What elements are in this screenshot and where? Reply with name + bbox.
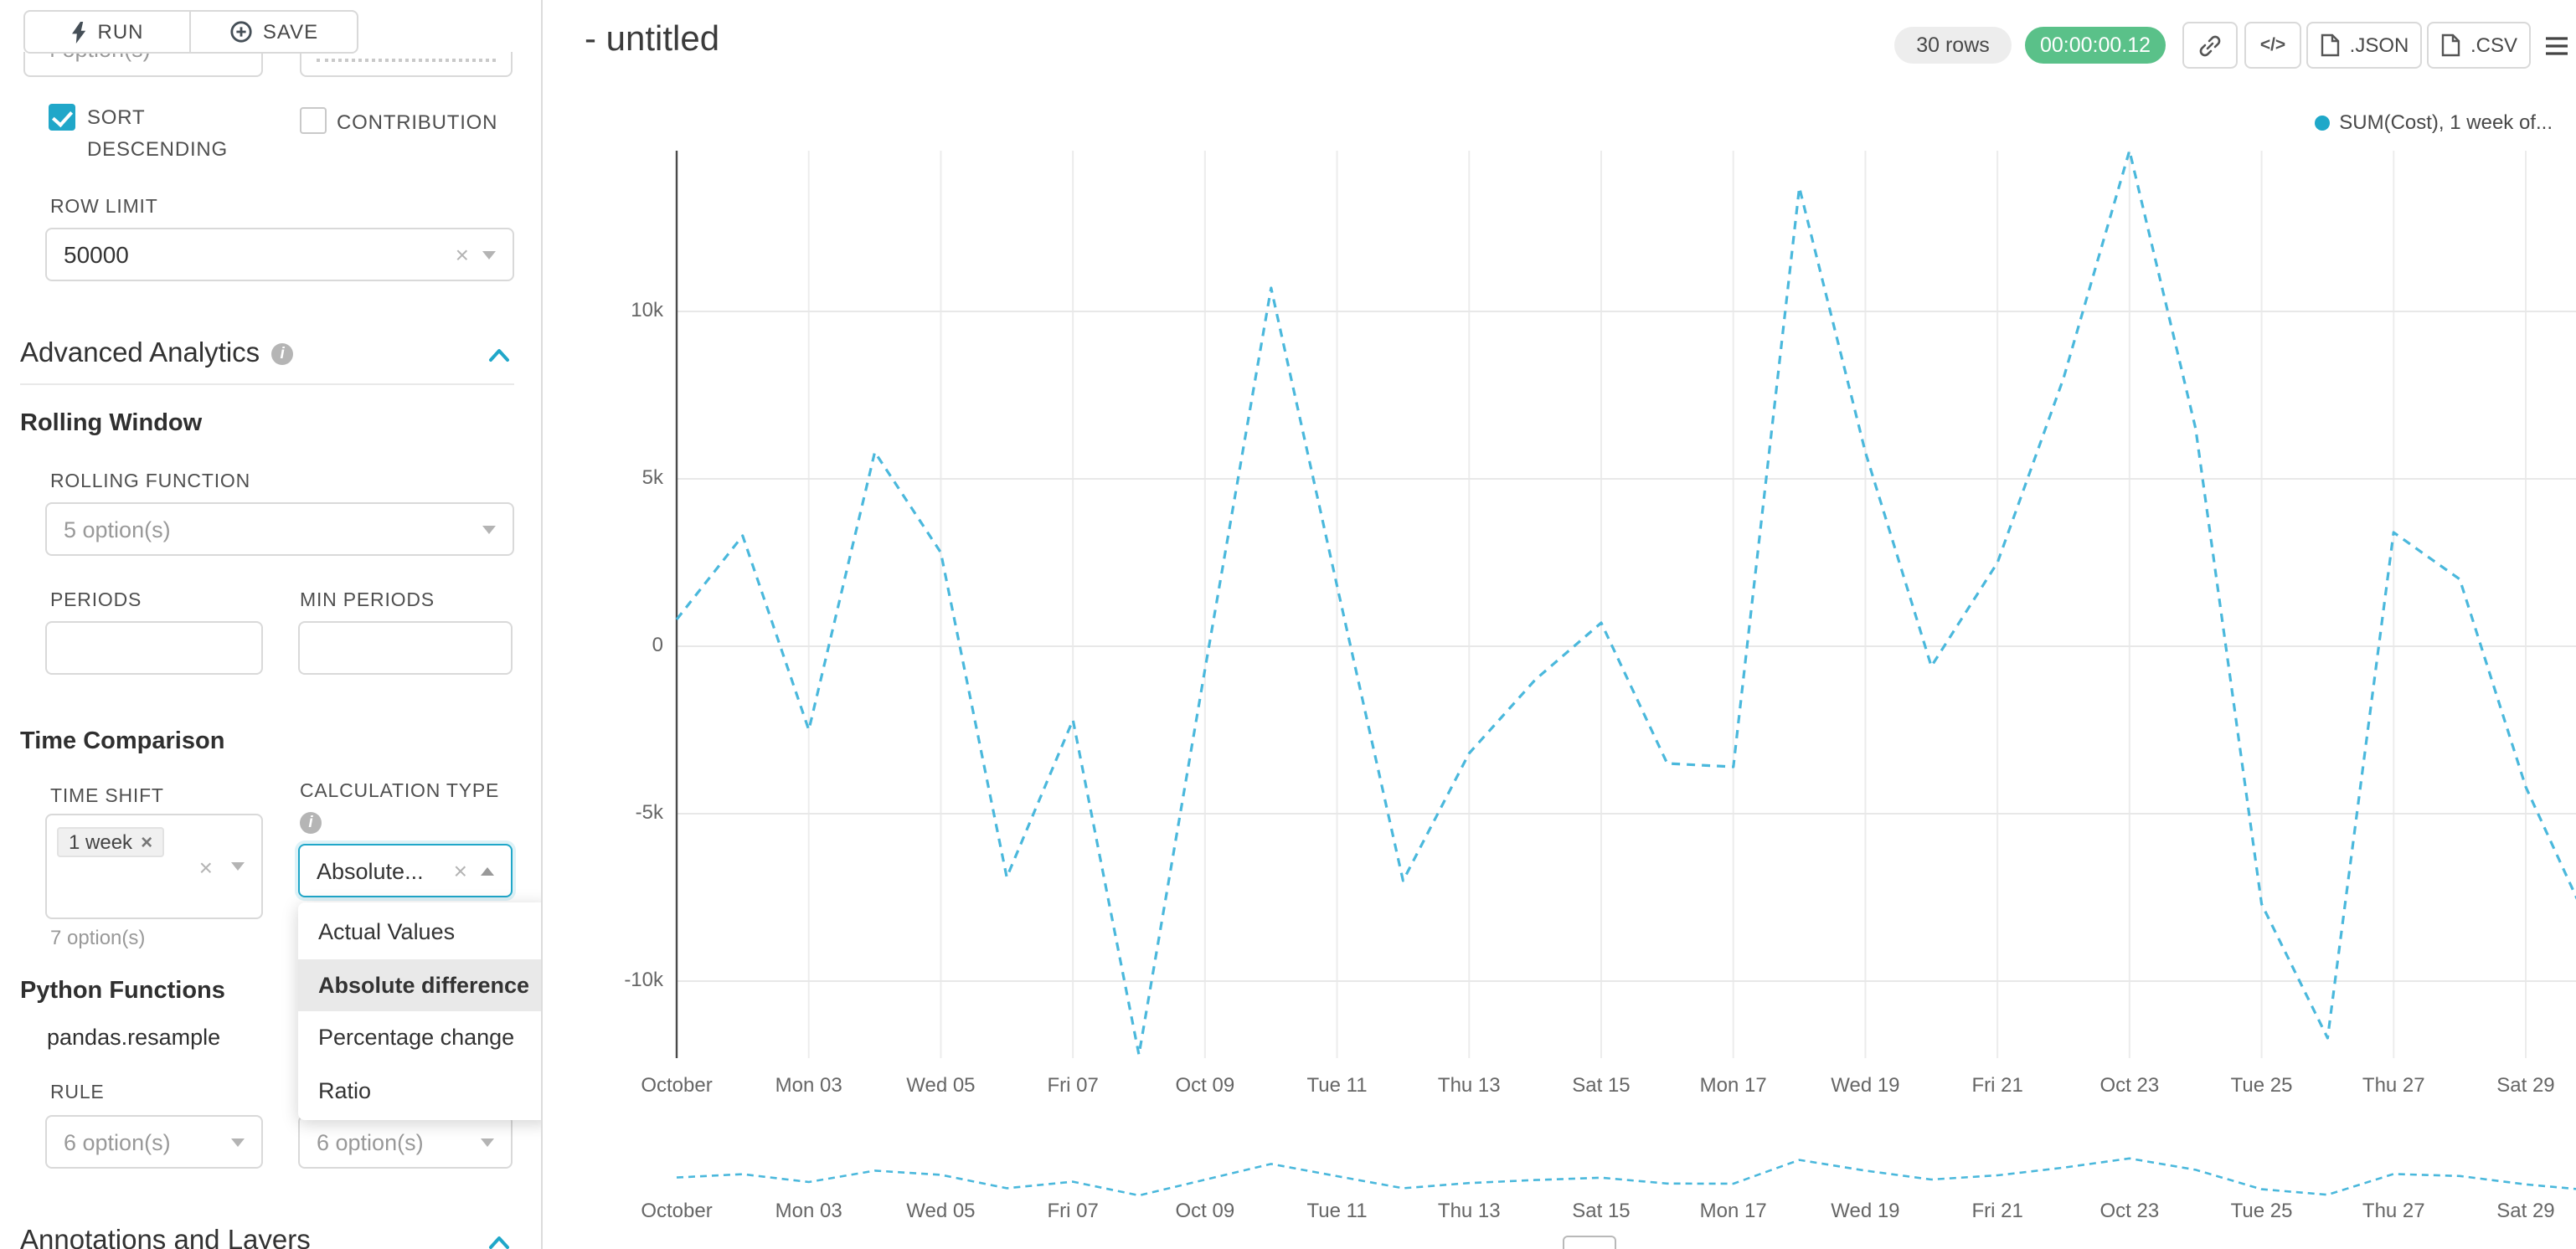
min-periods-label: MIN PERIODS (300, 591, 435, 611)
chart-canvas[interactable] (543, 0, 2576, 1249)
rule-select[interactable]: 6 option(s) (45, 1115, 263, 1169)
calculation-type-dropdown: Actual Values Absolute difference Percenta… (298, 902, 541, 1120)
row-count-badge: 30 rows (1894, 27, 2012, 64)
rolling-function-select[interactable]: 5 option(s) (45, 502, 514, 556)
time-shift-tag: 1 week × (57, 827, 165, 857)
caret-down-icon (482, 250, 496, 259)
periods-label: PERIODS (50, 591, 142, 611)
dotted-placeholder (317, 59, 496, 62)
clear-icon[interactable]: × (453, 857, 467, 884)
dropdown-option-absolute-difference[interactable]: Absolute difference (298, 959, 541, 1011)
collapse-chevron-icon[interactable] (487, 1234, 511, 1249)
caret-up-icon (481, 866, 494, 875)
python-function-name: pandas.resample (47, 1025, 221, 1050)
contribution-checkbox[interactable] (300, 107, 327, 134)
min-periods-input[interactable] (298, 621, 513, 675)
rolling-function-label: ROLLING FUNCTION (50, 472, 250, 492)
info-icon: i (271, 343, 294, 365)
sort-descending-checkbox[interactable] (49, 104, 75, 131)
advanced-analytics-title: Advanced Analytics (20, 338, 260, 368)
link-icon (2199, 34, 2221, 56)
timer-badge: 00:00:00.12 (2025, 27, 2166, 64)
calculation-type-select[interactable]: Absolute... × (298, 844, 513, 897)
export-csv-button[interactable]: .CSV (2427, 22, 2531, 69)
chart-area: - untitled 30 rows 00:00:00.12 </> .JSON… (543, 0, 2576, 1249)
tag-remove-icon[interactable]: × (141, 830, 153, 854)
caret-down-icon (231, 862, 245, 871)
save-button[interactable]: SAVE (189, 10, 358, 54)
legend-dot-icon (2314, 115, 2330, 130)
chart-menu-button[interactable] (2536, 22, 2576, 69)
save-icon (230, 21, 252, 43)
chart-title[interactable]: - untitled (585, 20, 720, 59)
dropdown-option-ratio[interactable]: Ratio (318, 1077, 372, 1103)
collapse-chevron-icon[interactable] (487, 347, 511, 363)
clear-icon[interactable]: × (198, 854, 213, 881)
rolling-function-value: 5 option(s) (64, 517, 171, 542)
time-shift-hint: 7 option(s) (50, 926, 146, 949)
dropdown-option-actual-values[interactable]: Actual Values (318, 919, 456, 944)
json-button-label: .JSON (2349, 33, 2409, 57)
row-limit-label: ROW LIMIT (50, 198, 158, 218)
save-button-label: SAVE (262, 20, 319, 44)
caret-down-icon (481, 1138, 494, 1146)
calculation-type-value: Absolute... (317, 858, 424, 883)
row-limit-select[interactable]: 50000 × (45, 228, 514, 281)
copy-link-button[interactable] (2182, 22, 2238, 69)
row-limit-value: 50000 (64, 241, 129, 268)
file-icon (2441, 33, 2460, 57)
python-functions-title: Python Functions (20, 978, 225, 1005)
caret-down-icon (482, 525, 496, 533)
caret-down-icon (231, 1138, 245, 1146)
method-value: 6 option(s) (317, 1129, 424, 1154)
annotations-layers-title: Annotations and Layers (20, 1226, 311, 1249)
run-button[interactable]: RUN (23, 10, 191, 54)
rule-label: RULE (50, 1083, 105, 1103)
embed-code-button[interactable]: </> (2244, 22, 2301, 69)
contribution-label: CONTRIBUTION (337, 111, 498, 134)
section-divider (20, 383, 514, 385)
csv-button-label: .CSV (2470, 33, 2517, 57)
time-shift-label: TIME SHIFT (50, 787, 164, 807)
range-selector-handle[interactable] (1563, 1236, 1616, 1249)
method-select[interactable]: 6 option(s) (298, 1115, 513, 1169)
panel-divider[interactable] (541, 0, 543, 1249)
rule-value: 6 option(s) (64, 1129, 171, 1154)
clear-icon[interactable]: × (455, 241, 469, 268)
legend-item[interactable]: SUM(Cost), 1 week of... (2314, 111, 2553, 134)
time-shift-select[interactable]: 1 week × × (45, 814, 263, 919)
time-shift-tag-label: 1 week (69, 830, 133, 854)
hamburger-menu-icon (2545, 36, 2567, 54)
info-icon: i (300, 812, 322, 834)
sort-descending-label: SORT DESCENDING (87, 105, 229, 160)
rolling-window-title: Rolling Window (20, 410, 203, 437)
code-icon: </> (2259, 35, 2286, 55)
export-json-button[interactable]: .JSON (2306, 22, 2422, 69)
dropdown-option-percentage-change[interactable]: Percentage change (318, 1025, 515, 1050)
control-panel: 4 option(s) RUN SAVE SORT DESCENDING CON… (0, 0, 541, 1249)
advanced-analytics-header: Advanced Analytics i (20, 338, 294, 370)
run-button-label: RUN (97, 20, 144, 44)
time-comparison-title: Time Comparison (20, 728, 225, 755)
panel-header-bar: RUN SAVE (0, 0, 541, 54)
calculation-type-label: CALCULATION TYPE (300, 782, 500, 802)
periods-input[interactable] (45, 621, 263, 675)
lightning-icon (72, 21, 86, 43)
legend-label: SUM(Cost), 1 week of... (2339, 111, 2553, 134)
file-icon (2321, 33, 2339, 57)
